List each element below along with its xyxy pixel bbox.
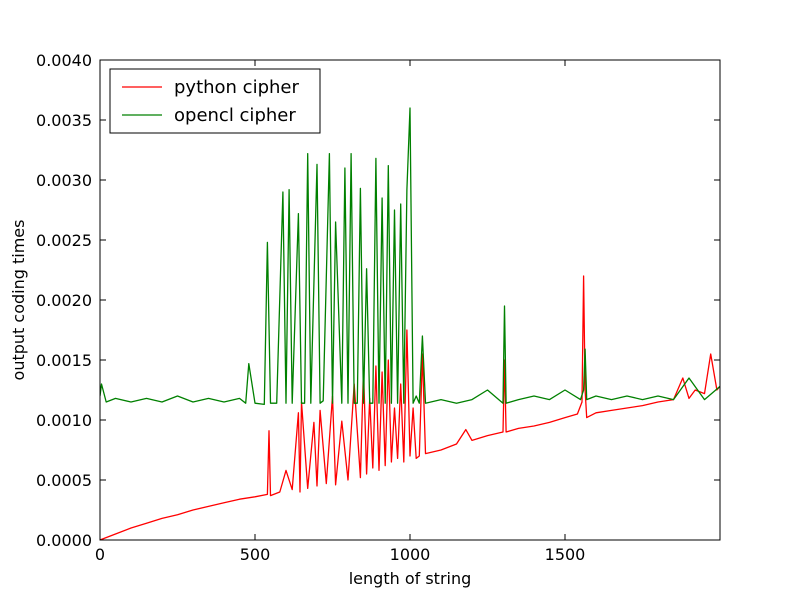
y-tick-label: 0.0000	[36, 531, 92, 550]
y-tick-label: 0.0035	[36, 111, 92, 130]
y-tick-label: 0.0040	[36, 51, 92, 70]
x-tick-label: 0	[95, 545, 105, 564]
x-tick-label: 500	[240, 545, 271, 564]
ticks-layer: 0 500 1000 1500 0.0000 0.0005 0.0010 0.0015 0.00…	[36, 51, 720, 564]
y-tick-label: 0.0020	[36, 291, 92, 310]
y-tick-label: 0.0030	[36, 171, 92, 190]
y-tick-label: 0.0015	[36, 351, 92, 370]
x-tick-label: 1500	[545, 545, 586, 564]
y-tick-label: 0.0010	[36, 411, 92, 430]
legend-label-python-cipher: python cipher	[174, 77, 299, 98]
legend: python cipher opencl cipher	[109, 68, 321, 134]
y-tick-label: 0.0025	[36, 231, 92, 250]
series-line-python-cipher	[100, 275, 720, 540]
x-tick-label: 1000	[390, 545, 431, 564]
y-tick-label: 0.0005	[36, 471, 92, 490]
x-axis-label: length of string	[349, 569, 472, 588]
legend-label-opencl-cipher: opencl cipher	[174, 105, 296, 126]
y-axis-label: output coding times	[9, 220, 28, 381]
series-layer	[100, 107, 720, 540]
legend-box	[109, 68, 321, 134]
plot-frame	[99, 59, 721, 541]
series-line-opencl-cipher	[100, 107, 720, 406]
